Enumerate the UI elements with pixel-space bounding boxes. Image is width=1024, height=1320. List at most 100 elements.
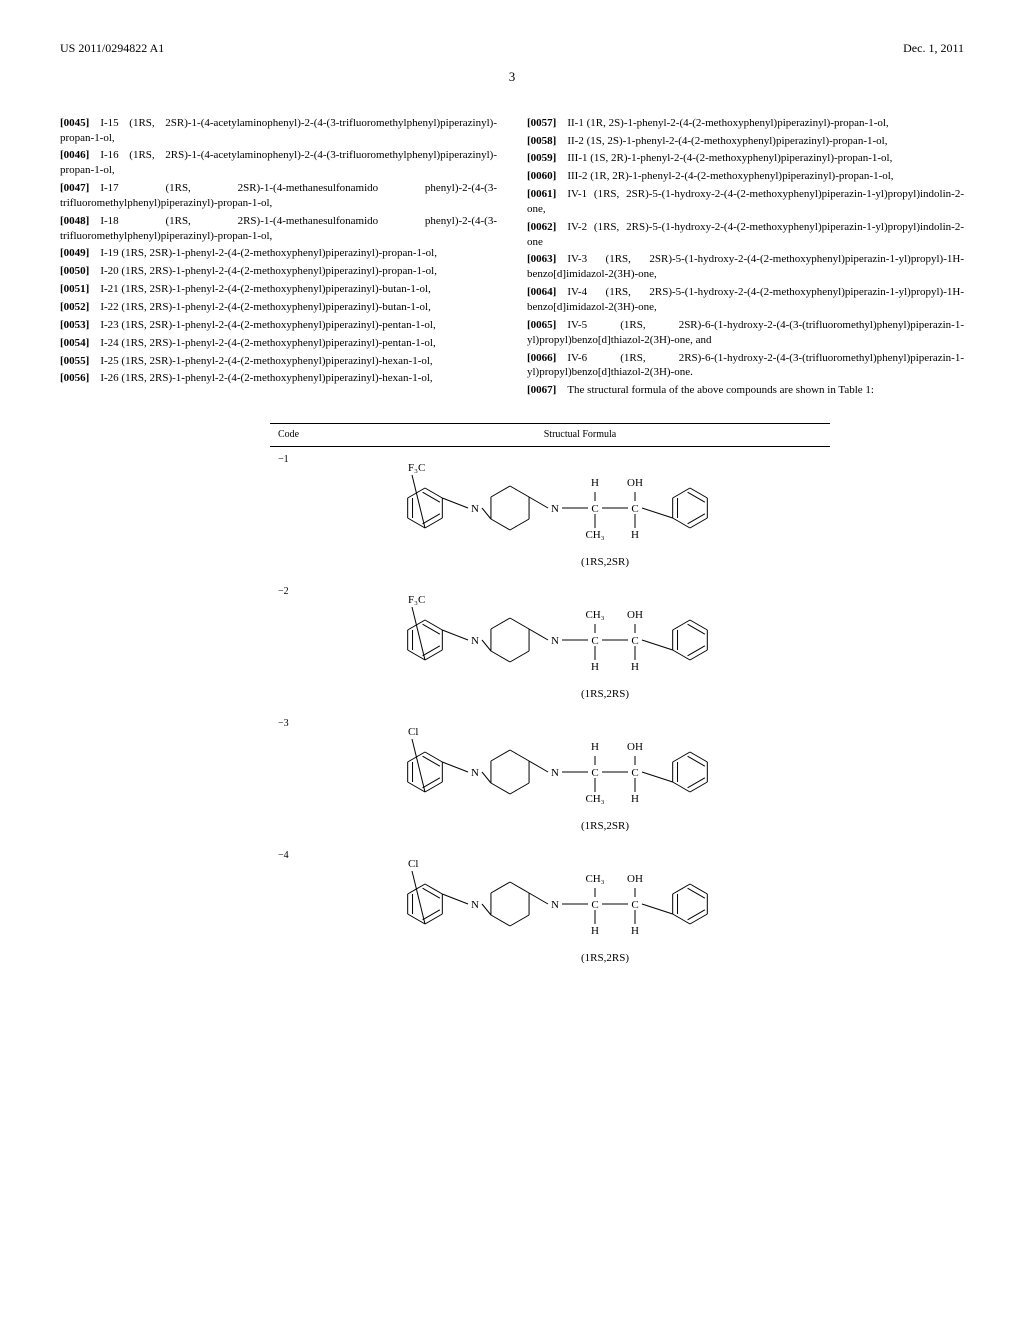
structure-cell: F₃CNNCCHCH₃OHH(1RS,2SR) bbox=[330, 446, 830, 579]
svg-text:C: C bbox=[591, 635, 598, 647]
svg-text:H: H bbox=[591, 661, 599, 673]
svg-text:Cl: Cl bbox=[408, 858, 418, 870]
publication-date: Dec. 1, 2011 bbox=[903, 40, 964, 56]
svg-text:N: N bbox=[551, 635, 559, 647]
paragraph: [0065] IV-5 (1RS, 2SR)-6-(1-hydroxy-2-(4… bbox=[527, 318, 964, 348]
svg-text:CH₃: CH₃ bbox=[585, 873, 604, 885]
svg-text:N: N bbox=[551, 767, 559, 779]
table-body: −1 F₃C N N C C H CH₃ OH H (1RS,2SR) −2 F₃C N N C C CH₃ H OH… bbox=[270, 446, 830, 975]
paragraph: [0047] I-17 (1RS, 2SR)-1-(4-methanesulfo… bbox=[60, 181, 497, 211]
paragraph: [0046] I-16 (1RS, 2RS)-1-(4-acetylaminop… bbox=[60, 148, 497, 178]
svg-text:CH₃: CH₃ bbox=[585, 793, 604, 805]
code-cell: −3 bbox=[270, 711, 330, 843]
svg-text:N: N bbox=[471, 899, 479, 911]
svg-text:(1RS,2SR): (1RS,2SR) bbox=[581, 556, 629, 568]
paragraph-number: [0064] bbox=[527, 286, 556, 298]
paragraph-number: [0060] bbox=[527, 170, 556, 182]
svg-text:F₃C: F₃C bbox=[408, 594, 425, 606]
paragraph-number: [0066] bbox=[527, 352, 556, 364]
paragraph: [0053] I-23 (1RS, 2SR)-1-phenyl-2-(4-(2-… bbox=[60, 318, 497, 333]
paragraph: [0057] II-1 (1R, 2S)-1-phenyl-2-(4-(2-me… bbox=[527, 116, 964, 131]
paragraph: [0048] I-18 (1RS, 2RS)-1-(4-methanesulfo… bbox=[60, 214, 497, 244]
structure-cell: F₃C N N C C CH₃ H OH H (1RS,2RS) bbox=[330, 579, 830, 711]
paragraph: [0052] I-22 (1RS, 2RS)-1-phenyl-2-(4-(2-… bbox=[60, 300, 497, 315]
svg-text:OH: OH bbox=[627, 741, 643, 753]
table-row: −3ClNNCCHCH₃OHH(1RS,2SR) bbox=[270, 711, 830, 843]
code-cell: −2 bbox=[270, 579, 330, 711]
left-column: [0045] I-15 (1RS, 2SR)-1-(4-acetylaminop… bbox=[60, 116, 497, 401]
paragraph-number: [0063] bbox=[527, 253, 556, 265]
paragraph-number: [0051] bbox=[60, 283, 89, 295]
paragraph: [0060] III-2 (1R, 2R)-1-phenyl-2-(4-(2-m… bbox=[527, 169, 964, 184]
structure-diagram: F₃CNNCCHCH₃OHH(1RS,2SR) bbox=[370, 453, 790, 573]
paragraph: [0051] I-21 (1RS, 2SR)-1-phenyl-2-(4-(2-… bbox=[60, 282, 497, 297]
structure-cell: ClNNCCCH₃HOHH(1RS,2RS) bbox=[330, 843, 830, 975]
paragraph-number: [0047] bbox=[60, 182, 89, 194]
svg-text:(1RS,2RS): (1RS,2RS) bbox=[581, 688, 629, 700]
paragraph-number: [0059] bbox=[527, 152, 556, 164]
svg-text:CH₃: CH₃ bbox=[585, 609, 604, 621]
paragraph-number: [0054] bbox=[60, 337, 89, 349]
svg-text:H: H bbox=[591, 741, 599, 753]
svg-text:H: H bbox=[591, 477, 599, 489]
paragraph: [0049] I-19 (1RS, 2SR)-1-phenyl-2-(4-(2-… bbox=[60, 246, 497, 261]
paragraph: [0059] III-1 (1S, 2R)-1-phenyl-2-(4-(2-m… bbox=[527, 151, 964, 166]
paragraph-number: [0050] bbox=[60, 265, 89, 277]
code-cell: −1 bbox=[270, 446, 330, 579]
svg-text:OH: OH bbox=[627, 873, 643, 885]
svg-text:OH: OH bbox=[627, 609, 643, 621]
svg-text:N: N bbox=[471, 503, 479, 515]
paragraph: [0054] I-24 (1RS, 2RS)-1-phenyl-2-(4-(2-… bbox=[60, 336, 497, 351]
structure-diagram: ClNNCCCH₃HOHH(1RS,2RS) bbox=[370, 849, 790, 969]
svg-text:N: N bbox=[551, 899, 559, 911]
table-row: −4ClNNCCCH₃HOHH(1RS,2RS) bbox=[270, 843, 830, 975]
svg-text:N: N bbox=[471, 767, 479, 779]
svg-text:N: N bbox=[551, 503, 559, 515]
paragraph: [0063] IV-3 (1RS, 2SR)-5-(1-hydroxy-2-(4… bbox=[527, 252, 964, 282]
paragraph: [0064] IV-4 (1RS, 2RS)-5-(1-hydroxy-2-(4… bbox=[527, 285, 964, 315]
paragraph-number: [0049] bbox=[60, 247, 89, 259]
structure-diagram: ClNNCCHCH₃OHH(1RS,2SR) bbox=[370, 717, 790, 837]
paragraph-number: [0056] bbox=[60, 372, 89, 384]
svg-text:C: C bbox=[591, 899, 598, 911]
code-cell: −4 bbox=[270, 843, 330, 975]
paragraph: [0062] IV-2 (1RS, 2RS)-5-(1-hydroxy-2-(4… bbox=[527, 220, 964, 250]
paragraph-number: [0045] bbox=[60, 117, 89, 129]
paragraph: [0055] I-25 (1RS, 2SR)-1-phenyl-2-(4-(2-… bbox=[60, 354, 497, 369]
structure-table: Code Structual Formula −1F₃CNNCCHCH₃OHH(… bbox=[270, 423, 830, 975]
svg-text:H: H bbox=[591, 925, 599, 937]
structure-cell: ClNNCCHCH₃OHH(1RS,2SR) bbox=[330, 711, 830, 843]
svg-text:F₃C: F₃C bbox=[408, 462, 425, 474]
page-header: US 2011/0294822 A1 Dec. 1, 2011 bbox=[60, 40, 964, 56]
paragraph: [0066] IV-6 (1RS, 2RS)-6-(1-hydroxy-2-(4… bbox=[527, 351, 964, 381]
svg-text:C: C bbox=[631, 899, 638, 911]
svg-text:OH: OH bbox=[627, 477, 643, 489]
text-columns: [0045] I-15 (1RS, 2SR)-1-(4-acetylaminop… bbox=[60, 116, 964, 401]
svg-text:C: C bbox=[631, 635, 638, 647]
paragraph: [0045] I-15 (1RS, 2SR)-1-(4-acetylaminop… bbox=[60, 116, 497, 146]
svg-text:CH₃: CH₃ bbox=[585, 529, 604, 541]
svg-text:(1RS,2RS): (1RS,2RS) bbox=[581, 952, 629, 964]
svg-text:N: N bbox=[471, 635, 479, 647]
paragraph: [0067] The structural formula of the abo… bbox=[527, 383, 964, 398]
structure-table-wrap: Code Structual Formula −1F₃CNNCCHCH₃OHH(… bbox=[270, 423, 964, 975]
paragraph-number: [0061] bbox=[527, 188, 556, 200]
table-row: −2 F₃C N N C C CH₃ H OH H (1RS,2RS) bbox=[270, 579, 830, 711]
th-code: Code bbox=[270, 424, 330, 447]
svg-text:H: H bbox=[631, 529, 639, 541]
paragraph-number: [0048] bbox=[60, 215, 89, 227]
paragraph: [0058] II-2 (1S, 2S)-1-phenyl-2-(4-(2-me… bbox=[527, 134, 964, 149]
table-row: −1F₃CNNCCHCH₃OHH(1RS,2SR) bbox=[270, 446, 830, 579]
paragraph-number: [0067] bbox=[527, 384, 556, 396]
page-number: 3 bbox=[60, 68, 964, 86]
right-column: [0057] II-1 (1R, 2S)-1-phenyl-2-(4-(2-me… bbox=[527, 116, 964, 401]
svg-text:H: H bbox=[631, 661, 639, 673]
svg-text:(1RS,2SR): (1RS,2SR) bbox=[581, 820, 629, 832]
paragraph-number: [0065] bbox=[527, 319, 556, 331]
paragraph: [0050] I-20 (1RS, 2RS)-1-phenyl-2-(4-(2-… bbox=[60, 264, 497, 279]
paragraph-number: [0058] bbox=[527, 135, 556, 147]
paragraph-number: [0055] bbox=[60, 355, 89, 367]
paragraph-number: [0053] bbox=[60, 319, 89, 331]
paragraph-number: [0062] bbox=[527, 221, 556, 233]
svg-text:Cl: Cl bbox=[408, 726, 418, 738]
